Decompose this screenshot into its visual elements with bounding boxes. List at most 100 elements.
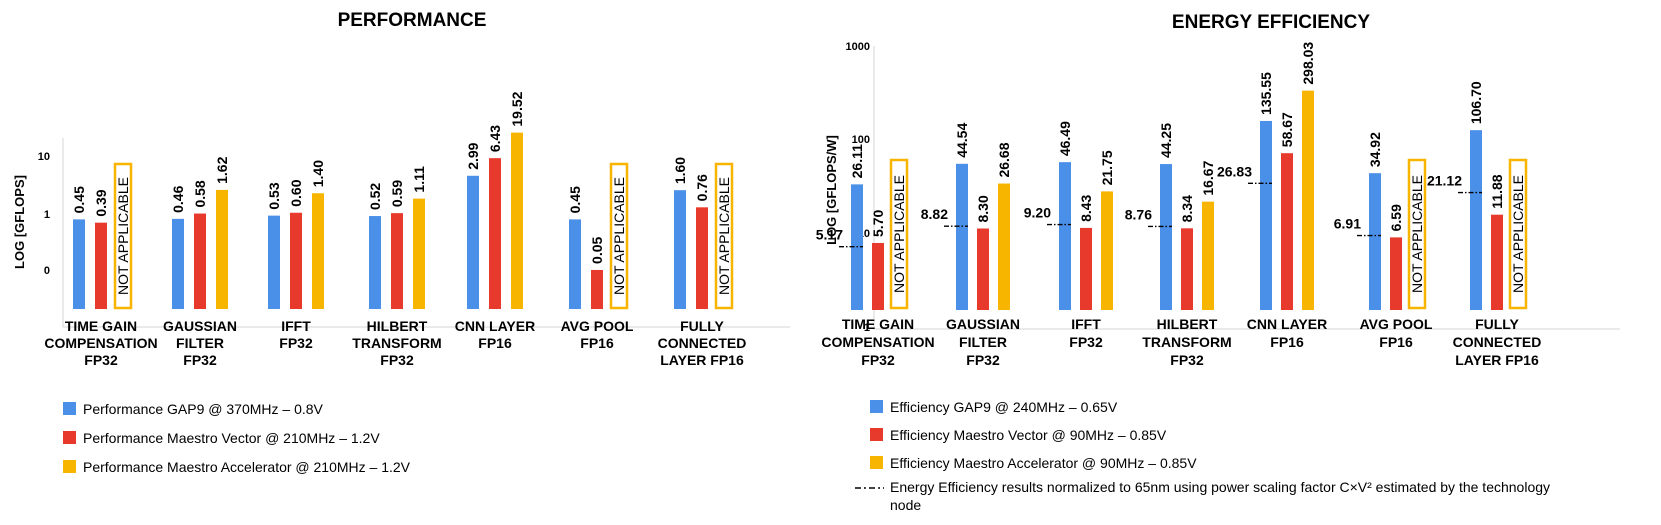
perf-category-label-hilbert: FP32 — [380, 352, 414, 368]
perf-accel-fully-na-label: NOT APPLICABLE — [716, 177, 732, 295]
eff-gap9-avg-pool-bar — [1369, 173, 1381, 310]
efficiency-ylabel: LOG [GFLOPS/W] — [824, 135, 839, 245]
eff-gap9-avg-pool-value-label: 34.92 — [1367, 132, 1383, 167]
eff-accel-time-gain-na-box — [889, 158, 909, 310]
perf-category-label-ifft: IFFT — [281, 318, 311, 334]
eff-accel-cnn-layer-bar — [1302, 90, 1314, 311]
perf-accel-avg-pool-na-label: NOT APPLICABLE — [611, 177, 627, 295]
perf-vector-cnn-layer-value-label: 6.43 — [487, 125, 503, 152]
legend-swatch-eff-gap9 — [870, 400, 883, 413]
legend-label-perf-accel: Performance Maestro Accelerator @ 210MHz… — [83, 459, 411, 475]
eff-accel-time-gain-na-label: NOT APPLICABLE — [891, 175, 907, 293]
perf-gap9-ifft-bar — [268, 215, 280, 309]
eff-accel-avg-pool-na-box — [1407, 158, 1427, 310]
perf-gap9-cnn-layer-bar — [467, 175, 479, 309]
legend-swatch-eff-accel — [870, 456, 883, 469]
eff-vector-avg-pool-bar — [1390, 237, 1402, 310]
perf-gap9-hilbert-bar — [369, 216, 381, 309]
eff-gap9-hilbert-value-label: 44.25 — [1158, 123, 1174, 158]
perf-vector-cnn-layer-bar — [489, 158, 501, 309]
perf-gap9-hilbert-value-label: 0.52 — [367, 183, 383, 210]
perf-accel-fully-na-box — [714, 162, 734, 310]
perf-gap9-ifft-value-label: 0.53 — [266, 182, 282, 209]
performance-bars: 0.45 0.39 NOT APPLICABLE 0.46 0.58 1.62 0.53 0.… — [71, 91, 734, 310]
eff-category-label-fully: FULLY — [1475, 316, 1519, 332]
perf-vector-time-gain-bar — [95, 222, 107, 309]
eff-accel-ifft-value-label: 21.75 — [1099, 150, 1115, 185]
eff-vector-hilbert-value-label: 8.34 — [1179, 195, 1195, 222]
perf-category-label-time-gain: COMPENSATION — [44, 335, 157, 351]
eff-vector-ifft-bar — [1080, 227, 1092, 310]
eff-accel-avg-pool-na-label: NOT APPLICABLE — [1409, 175, 1425, 293]
efficiency-legend: Efficiency GAP9 @ 240MHz – 0.65V Efficie… — [855, 399, 1550, 513]
eff-category-label-fully: CONNECTED — [1453, 334, 1542, 350]
eff-vector-cnn-layer-bar — [1281, 153, 1293, 310]
eff-normalized-label-time-gain: 5.17 — [816, 227, 843, 243]
eff-category-label-time-gain: COMPENSATION — [821, 334, 934, 350]
eff-accel-hilbert-bar — [1202, 201, 1214, 310]
perf-category-label-time-gain: TIME GAIN — [65, 318, 137, 334]
eff-vector-cnn-layer-value-label: 58.67 — [1279, 112, 1295, 147]
perf-category-label-fully: LAYER FP16 — [660, 352, 744, 368]
eff-category-label-hilbert: FP32 — [1170, 352, 1204, 368]
legend-label-eff-accel: Efficiency Maestro Accelerator @ 90MHz –… — [890, 455, 1197, 471]
perf-accel-hilbert-value-label: 1.11 — [411, 166, 427, 193]
perf-category-label-hilbert: TRANSFORM — [352, 335, 441, 351]
eff-category-label-ifft: IFFT — [1071, 316, 1101, 332]
perf-accel-ifft-value-label: 1.40 — [310, 160, 326, 187]
eff-normalized-label-hilbert: 8.76 — [1125, 206, 1152, 222]
eff-vector-time-gain-value-label: 5.70 — [870, 210, 886, 237]
perf-vector-fully-bar — [696, 207, 708, 309]
performance-categories: TIME GAINCOMPENSATIONFP32GAUSSIANFILTERF… — [44, 318, 746, 368]
performance-ytick-0: 0 — [44, 265, 50, 277]
legend-label-normalized-2: node — [890, 497, 921, 513]
legend-label-perf-vector: Performance Maestro Vector @ 210MHz – 1.… — [83, 430, 380, 446]
eff-category-label-ifft: FP32 — [1069, 334, 1103, 350]
eff-accel-gaussian-bar — [998, 183, 1010, 310]
perf-category-label-fully: CONNECTED — [658, 335, 747, 351]
eff-vector-fully-bar — [1491, 214, 1503, 310]
eff-gap9-cnn-layer-bar — [1260, 120, 1272, 310]
eff-gap9-ifft-bar — [1059, 162, 1071, 310]
eff-gap9-gaussian-value-label: 44.54 — [954, 123, 970, 158]
perf-gap9-gaussian-bar — [172, 218, 184, 309]
perf-accel-ifft-bar — [312, 193, 324, 309]
eff-normalized-label-cnn-layer: 26.83 — [1217, 163, 1252, 179]
efficiency-title: ENERGY EFFICIENCY — [1172, 12, 1370, 33]
eff-normalized-label-ifft: 9.20 — [1024, 205, 1051, 221]
efficiency-categories: TIME GAIN COMPENSATION FP32 GAUSSIAN FILTER F… — [821, 316, 1541, 368]
eff-category-label-cnn-layer: CNN LAYER — [1247, 316, 1327, 332]
eff-accel-fully-na-label: NOT APPLICABLE — [1510, 175, 1526, 293]
perf-category-label-hilbert: HILBERT — [367, 318, 428, 334]
perf-accel-cnn-layer-value-label: 19.52 — [509, 91, 525, 126]
eff-vector-time-gain-bar — [872, 242, 884, 310]
eff-accel-cnn-layer-value-label: 298.03 — [1300, 42, 1316, 85]
perf-gap9-time-gain-bar — [73, 219, 85, 309]
eff-normalized-label-avg-pool: 6.91 — [1334, 216, 1361, 232]
legend-swatch-gap9 — [63, 402, 76, 415]
perf-vector-gaussian-bar — [194, 213, 206, 309]
perf-accel-hilbert-bar — [413, 198, 425, 309]
eff-gap9-time-gain-value-label: 26.11 — [849, 144, 865, 178]
eff-vector-hilbert-bar — [1181, 228, 1193, 310]
perf-accel-gaussian-value-label: 1.62 — [214, 156, 230, 183]
eff-gap9-cnn-layer-value-label: 135.55 — [1258, 72, 1274, 115]
eff-gap9-fully-value-label: 106.70 — [1468, 81, 1484, 124]
perf-gap9-gaussian-value-label: 0.46 — [170, 185, 186, 212]
eff-vector-ifft-value-label: 8.43 — [1078, 194, 1094, 221]
eff-normalized-label-gaussian: 8.82 — [921, 206, 948, 222]
eff-gap9-hilbert-bar — [1160, 164, 1172, 310]
eff-normalized-label-fully: 21.12 — [1427, 173, 1462, 189]
efficiency-ytick-1: 1 — [864, 322, 870, 334]
perf-vector-hilbert-bar — [391, 213, 403, 309]
perf-category-label-ifft: FP32 — [279, 335, 313, 351]
eff-accel-hilbert-value-label: 16.67 — [1200, 160, 1216, 195]
perf-vector-gaussian-value-label: 0.58 — [192, 180, 208, 207]
perf-category-label-cnn-layer: CNN LAYER — [455, 318, 535, 334]
perf-vector-avg-pool-bar — [591, 269, 603, 309]
perf-accel-cnn-layer-bar — [511, 132, 523, 309]
perf-gap9-cnn-layer-value-label: 2.99 — [465, 142, 481, 169]
perf-accel-avg-pool-na-box — [609, 162, 629, 310]
legend-label-eff-vector: Efficiency Maestro Vector @ 90MHz – 0.85… — [890, 427, 1167, 443]
perf-vector-hilbert-value-label: 0.59 — [389, 180, 405, 207]
